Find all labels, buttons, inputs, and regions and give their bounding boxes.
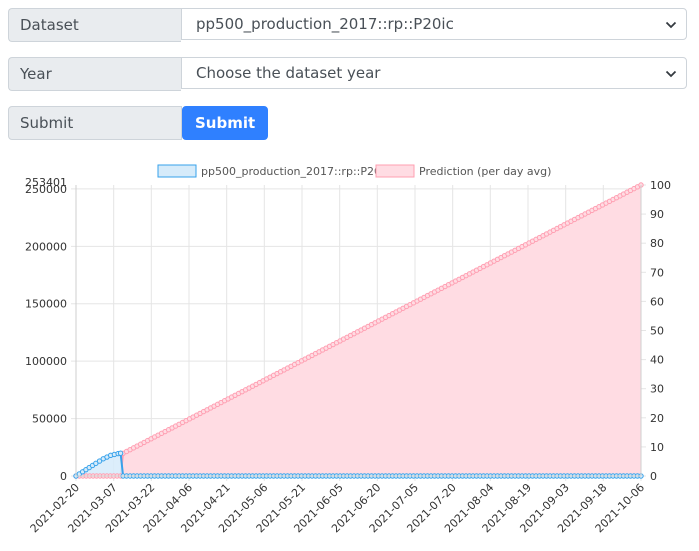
- legend-label-production: pp500_production_2017::rp::P20ic: [201, 165, 390, 178]
- y-left-tick-label: 50000: [32, 413, 67, 426]
- dataset-row: Dataset pp500_production_2017::rp::P20ic: [8, 8, 687, 42]
- year-row: Year Choose the dataset year: [8, 57, 687, 91]
- production-point: [93, 460, 99, 467]
- production-point: [117, 450, 124, 456]
- submit-row: Submit Submit: [8, 106, 269, 140]
- y-right-tick-label: 100: [650, 179, 671, 192]
- y-left-tick-label: 150000: [25, 298, 67, 311]
- production-point: [96, 458, 103, 464]
- y-right-tick-label: 40: [650, 354, 664, 367]
- chart-points: [73, 182, 644, 479]
- production-chart: 2021-02-202021-03-072021-03-222021-04-06…: [25, 164, 671, 535]
- y-left-tick-label: 100000: [25, 355, 67, 368]
- legend-swatch-prediction: [375, 164, 415, 178]
- chart-legend: pp500_production_2017::rp::P20ic Predicti…: [157, 164, 551, 178]
- legend-swatch-production: [157, 164, 197, 178]
- y-left-tick-label: 250000: [25, 183, 67, 196]
- submit-button[interactable]: Submit: [182, 106, 269, 140]
- y-right-tick-label: 0: [650, 470, 657, 483]
- y-left-tick-label: 200000: [25, 240, 67, 253]
- year-label: Year: [8, 57, 181, 91]
- y-right-tick-label: 50: [650, 325, 664, 338]
- y-right-tick-label: 80: [650, 237, 664, 250]
- chevron-down-icon: [665, 70, 677, 78]
- prediction-area: [76, 185, 641, 476]
- y-right-tick-label: 30: [650, 383, 664, 396]
- year-select-value: Choose the dataset year: [196, 64, 381, 82]
- year-select[interactable]: Choose the dataset year: [181, 57, 687, 89]
- dataset-label: Dataset: [8, 8, 181, 42]
- legend-label-prediction: Prediction (per day avg): [419, 165, 551, 178]
- y-right-tick-label: 20: [650, 412, 664, 425]
- y-right-tick-label: 70: [650, 266, 664, 279]
- y-left-max-label: 253401: [25, 176, 67, 189]
- dataset-select[interactable]: pp500_production_2017::rp::P20ic: [181, 8, 687, 40]
- y-right-tick-label: 10: [650, 441, 664, 454]
- y-right-tick-label: 60: [650, 295, 664, 308]
- y-left-tick-label: 0: [60, 470, 67, 483]
- y-right-tick-label: 90: [650, 208, 664, 221]
- dataset-select-value: pp500_production_2017::rp::P20ic: [196, 15, 454, 33]
- chevron-down-icon: [665, 21, 677, 29]
- submit-label: Submit: [8, 106, 182, 140]
